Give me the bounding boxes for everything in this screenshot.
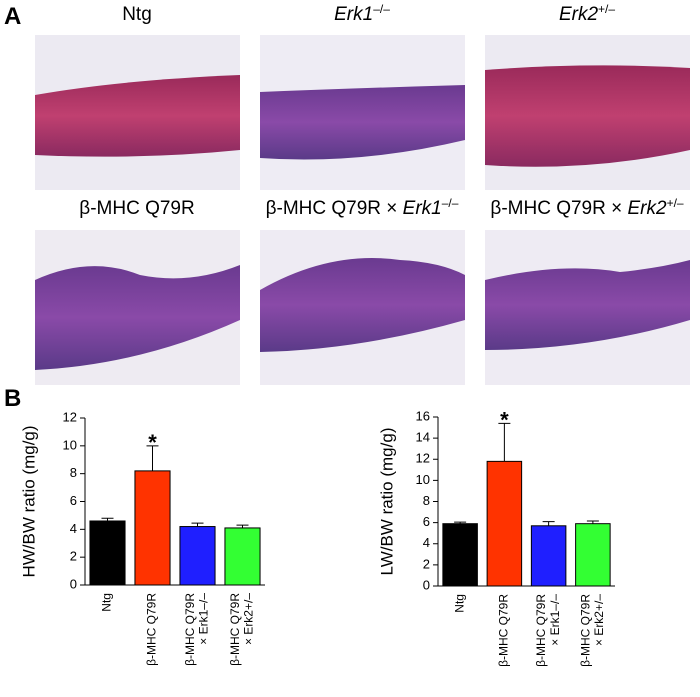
y-tick-label: 4 — [70, 521, 77, 536]
bar — [530, 525, 567, 587]
micrograph — [485, 35, 690, 190]
genotype: +/– — [598, 2, 615, 16]
annotation: * — [148, 430, 157, 455]
error-bar — [498, 422, 511, 462]
y-tick-label: 16 — [416, 408, 430, 423]
error-bar — [542, 521, 555, 526]
caption: β-MHC Q79R — [79, 198, 194, 219]
x-tick-label-line: β-MHC Q79R — [578, 594, 592, 667]
error-bar — [101, 517, 114, 521]
genotype: +/– — [667, 196, 684, 210]
y-tick-label: 8 — [423, 493, 430, 508]
error-bar — [454, 521, 467, 524]
y-tick-label: 12 — [63, 409, 77, 424]
caption: Erk2+/– — [559, 2, 615, 25]
x-tick-label: β-MHC Q79R — [497, 594, 511, 667]
x-tick-label-line: × Erk2+/– — [592, 594, 606, 646]
y-tick-label: 0 — [423, 577, 430, 592]
caption-text: β-MHC Q79R × — [490, 198, 627, 219]
y-tick-label: 6 — [70, 493, 77, 508]
x-tick-label-line: × Erk1–/– — [548, 594, 562, 646]
y-tick-label: 4 — [423, 535, 430, 550]
bar — [486, 460, 523, 587]
caption: Ntg — [122, 4, 152, 25]
micrograph — [260, 35, 465, 190]
caption-text: β-MHC Q79R × — [266, 198, 403, 219]
genotype: –/– — [442, 196, 459, 210]
y-tick-label: 2 — [423, 556, 430, 571]
y-tick-label: 10 — [416, 472, 430, 487]
x-tick-label: β-MHC Q79R× Erk1–/– — [534, 594, 562, 667]
x-tick-label: Ntg — [452, 594, 466, 613]
y-tick-label: 14 — [416, 430, 430, 445]
caption: β-MHC Q79R × Erk2+/– — [490, 196, 684, 219]
x-tick-label-line: β-MHC Q79R — [183, 593, 197, 666]
y-tick-label: 2 — [70, 549, 77, 564]
error-bar — [586, 520, 599, 524]
gene-name: Erk1 — [403, 198, 442, 219]
x-tick-label: β-MHC Q79R× Erk2+/– — [228, 593, 256, 666]
bar — [89, 520, 126, 586]
bar — [134, 470, 171, 586]
caption-text: Ntg — [122, 4, 152, 25]
panel-label: B — [4, 385, 21, 412]
x-tick-label: β-MHC Q79R — [145, 593, 159, 666]
error-bar — [146, 445, 159, 471]
x-tick-label-line: × Erk1–/– — [197, 593, 211, 645]
gene-name: Erk2 — [559, 4, 599, 25]
micrograph — [35, 35, 240, 190]
micrograph — [260, 230, 465, 385]
y-tick-label: 6 — [423, 514, 430, 529]
error-bar — [236, 524, 249, 528]
caption: β-MHC Q79R × Erk1–/– — [266, 196, 459, 219]
genotype: –/– — [373, 2, 390, 16]
bar — [224, 527, 261, 586]
gene-name: Erk1 — [334, 4, 373, 25]
bar — [442, 523, 478, 587]
caption: Erk1–/– — [334, 2, 390, 25]
y-tick-label: 10 — [63, 437, 77, 452]
bar — [575, 523, 611, 587]
x-tick-label: Ntg — [100, 593, 114, 612]
gene-name: Erk2 — [628, 198, 668, 219]
caption-text: β-MHC Q79R — [79, 198, 194, 219]
x-tick-label-line: β-MHC Q79R — [228, 593, 242, 666]
bar — [179, 526, 216, 586]
x-tick-label: β-MHC Q79R× Erk1–/– — [183, 593, 211, 666]
micrograph — [35, 230, 240, 385]
panel-label: A — [4, 3, 21, 30]
y-tick-label: 0 — [70, 576, 77, 591]
y-axis-label: LW/BW ratio (mg/g) — [377, 428, 396, 576]
x-tick-label-line: × Erk2+/– — [242, 593, 256, 645]
y-axis-label: HW/BW ratio (mg/g) — [19, 425, 38, 577]
y-tick-label: 12 — [416, 451, 430, 466]
x-tick-label: β-MHC Q79R× Erk2+/– — [578, 594, 606, 667]
micrograph — [485, 230, 690, 385]
annotation: * — [500, 407, 509, 432]
error-bar — [191, 522, 204, 527]
y-tick-label: 8 — [70, 465, 77, 480]
x-tick-label-line: β-MHC Q79R — [534, 594, 548, 667]
